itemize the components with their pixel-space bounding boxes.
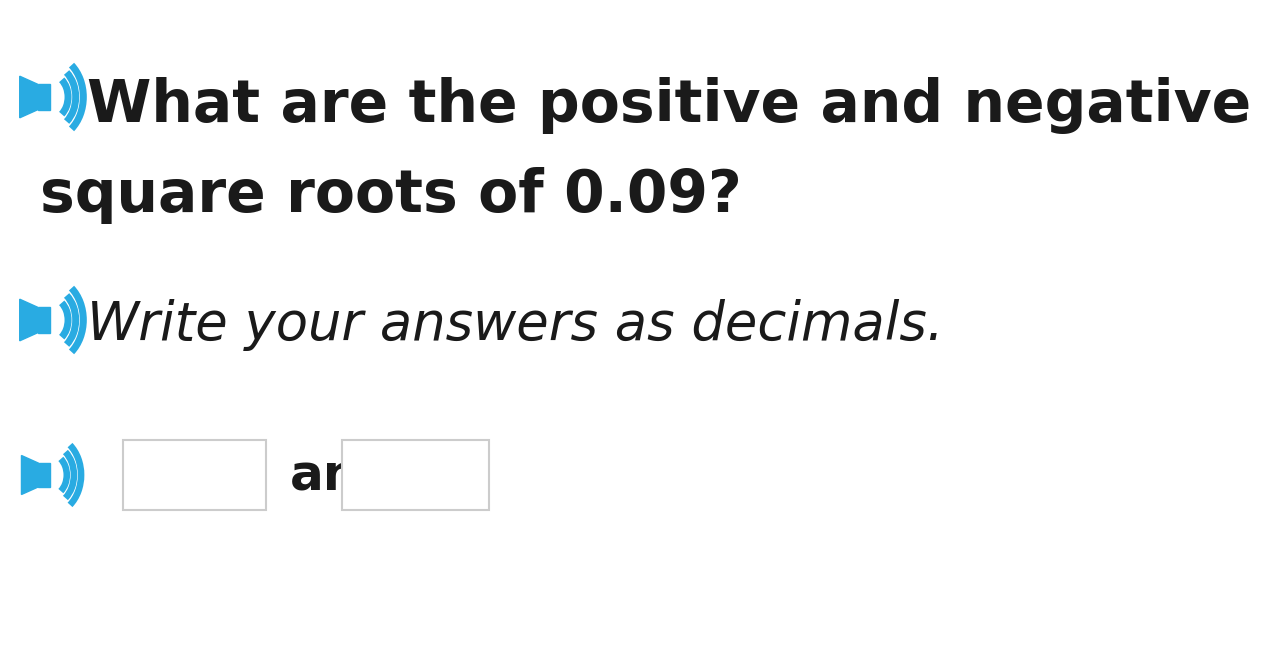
Text: and: and bbox=[291, 451, 395, 499]
FancyBboxPatch shape bbox=[124, 440, 266, 510]
Polygon shape bbox=[38, 463, 50, 487]
FancyBboxPatch shape bbox=[342, 440, 488, 510]
Text: What are the positive and negative: What are the positive and negative bbox=[88, 77, 1252, 133]
Polygon shape bbox=[37, 307, 50, 333]
Polygon shape bbox=[19, 299, 37, 341]
Text: Write your answers as decimals.: Write your answers as decimals. bbox=[88, 299, 944, 351]
Polygon shape bbox=[22, 456, 38, 494]
Polygon shape bbox=[19, 76, 37, 118]
Text: square roots of 0.09?: square roots of 0.09? bbox=[40, 167, 742, 223]
Polygon shape bbox=[37, 84, 50, 110]
